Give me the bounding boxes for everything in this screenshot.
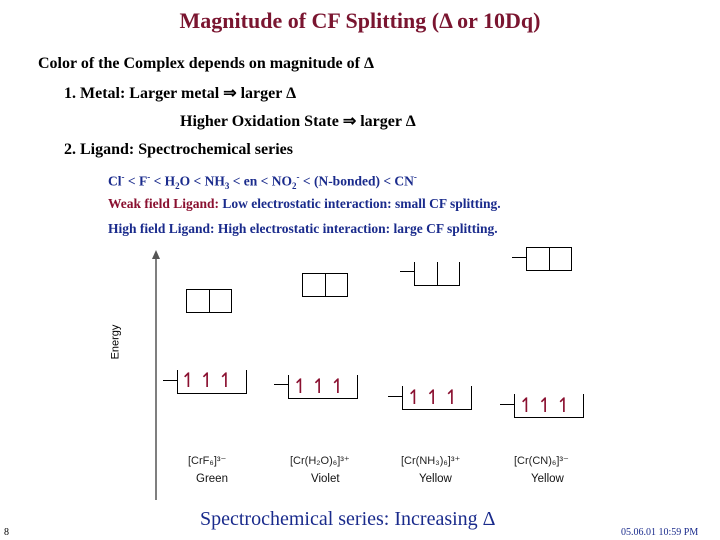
high-field-label: High field Ligand:: [108, 221, 215, 236]
t2g-orbital-box: [402, 386, 472, 410]
electron-arrows: ↿↿↿: [406, 387, 463, 409]
complex-color: Yellow: [419, 473, 452, 485]
high-field-desc: High electrostatic interaction: large CF…: [214, 221, 498, 236]
metal-line: 1. Metal: Larger metal ⇒ larger Δ: [64, 85, 297, 102]
eg-orbital-box: [414, 262, 460, 286]
electron-arrows: ↿↿↿: [518, 395, 575, 417]
weak-field-label: Weak field Ligand:: [108, 196, 220, 211]
eg-orbital-box: [526, 247, 572, 271]
energy-axis-label: Energy: [109, 324, 122, 360]
t2g-orbital-box: [514, 394, 584, 418]
intro-line: Color of the Complex depends on magnitud…: [38, 55, 374, 72]
complex-color: Green: [196, 473, 228, 485]
t2g-orbital-stub: [500, 404, 514, 405]
complex-color: Violet: [311, 473, 340, 485]
complex-formula: [Cr(NH₃)₆]³⁺: [401, 455, 461, 467]
energy-axis: [152, 250, 160, 500]
eg-orbital-stub: [400, 271, 414, 272]
weak-field-desc: Low electrostatic interaction: small CF …: [219, 196, 501, 211]
footer-caption: Spectrochemical series: Increasing Δ: [200, 508, 496, 530]
eg-orbital-stub: [512, 257, 526, 258]
high-field-line: High field Ligand: High electrostatic in…: [108, 221, 498, 237]
complex-formula: [Cr(H₂O)₆]³⁺: [290, 455, 350, 467]
complex-formula: [Cr(CN)₆]³⁻: [514, 455, 569, 467]
electron-arrows: ↿↿↿: [180, 370, 237, 392]
spectrochemical-series: Cl- < F- < H2O < NH3 < en < NO2- < (N-bo…: [108, 172, 417, 192]
datestamp: 05.06.01 10:59 PM: [621, 527, 699, 538]
oxidation-line: Higher Oxidation State ⇒ larger Δ: [180, 113, 416, 130]
slide-number: 8: [4, 527, 9, 538]
weak-field-line: Weak field Ligand: Low electrostatic int…: [108, 196, 501, 212]
t2g-orbital-box: [288, 375, 358, 399]
ligand-line: 2. Ligand: Spectrochemical series: [64, 141, 294, 158]
t2g-orbital-stub: [274, 384, 288, 385]
complex-formula: [CrF₆]³⁻: [188, 455, 227, 467]
t2g-orbital-stub: [163, 380, 177, 381]
t2g-orbital-stub: [388, 396, 402, 397]
eg-orbital-box: [186, 289, 232, 313]
slide-title: Magnitude of CF Splitting (Δ or 10Dq): [179, 8, 541, 33]
electron-arrows: ↿↿↿: [292, 376, 349, 398]
t2g-orbital-box: [177, 370, 247, 394]
eg-orbital-box: [302, 273, 348, 297]
complex-color: Yellow: [531, 473, 564, 485]
